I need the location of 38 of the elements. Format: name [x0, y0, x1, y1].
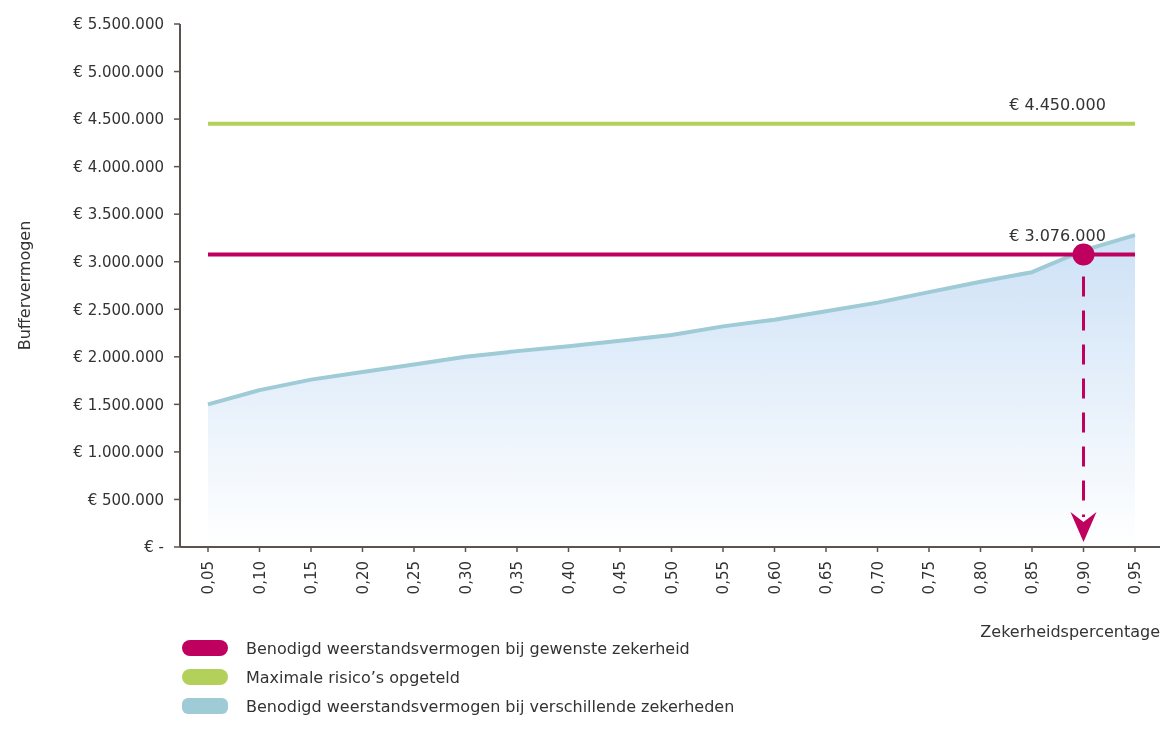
x-tick-label: 0,90 — [1074, 561, 1093, 595]
x-axis-title: Zekerheidspercentage — [980, 622, 1160, 641]
y-axis-title: Buffervermogen — [15, 220, 34, 351]
x-tick-label: 0,10 — [250, 561, 269, 595]
y-tick-label: € 500.000 — [87, 490, 164, 509]
y-tick-label: € - — [144, 538, 164, 557]
y-tick-label: € 3.500.000 — [73, 205, 164, 224]
y-tick-label: € 2.000.000 — [73, 348, 164, 367]
legend-label: Maximale risico’s opgeteld — [246, 667, 460, 687]
x-tick-label: 0,50 — [662, 561, 681, 595]
y-tick-label: € 1.500.000 — [73, 395, 164, 414]
x-tick-label: 0,80 — [971, 561, 990, 595]
x-tick-label: 0,60 — [765, 561, 784, 595]
y-tick-label: € 4.000.000 — [73, 157, 164, 176]
legend-label: Benodigd weerstandsvermogen bij verschillende zekerheden — [246, 696, 735, 716]
x-tick-label: 0,40 — [559, 561, 578, 595]
x-tick-label: 0,45 — [611, 561, 630, 595]
x-tick-label: 0,55 — [714, 561, 733, 595]
annotation: € 4.450.000 — [1009, 94, 1106, 114]
x-tick-label: 0,85 — [1023, 561, 1042, 595]
x-tick-label: 0,25 — [405, 561, 424, 595]
y-tick-label: € 5.500.000 — [73, 15, 164, 34]
x-tick-label: 0,30 — [456, 561, 475, 595]
x-tick-label: 0,35 — [508, 561, 527, 595]
y-tick-label: € 4.500.000 — [73, 110, 164, 129]
x-tick-label: 0,65 — [817, 561, 836, 595]
x-tick-label: 0,15 — [302, 561, 321, 595]
x-tick-label: 0,05 — [199, 561, 218, 595]
x-tick-label: 0,20 — [353, 561, 372, 595]
x-tick-label: 0,75 — [920, 561, 939, 595]
annotation: € 3.076.000 — [1009, 225, 1106, 245]
y-tick-label: € 1.000.000 — [73, 443, 164, 462]
y-tick-label: € 5.000.000 — [73, 62, 164, 81]
legend-label: Benodigd weerstandsvermogen bij gewenste zekerheid — [246, 638, 690, 658]
y-tick-label: € 2.500.000 — [73, 300, 164, 319]
x-tick-label: 0,70 — [868, 561, 887, 595]
y-tick-label: € 3.000.000 — [73, 252, 164, 271]
x-tick-label: 0,95 — [1126, 561, 1145, 595]
